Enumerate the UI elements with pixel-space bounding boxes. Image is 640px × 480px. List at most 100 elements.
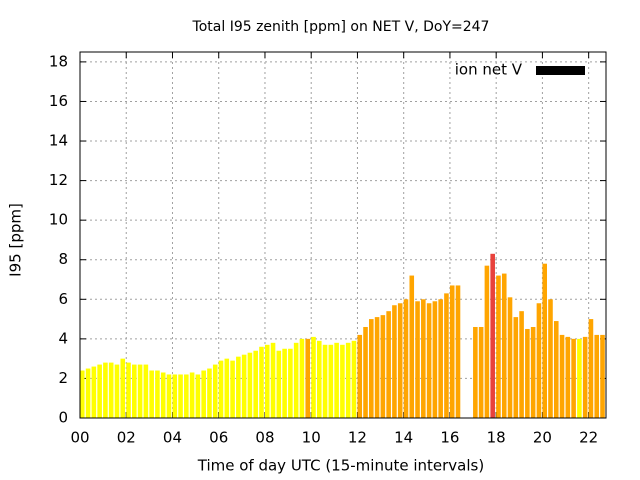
chart-title: Total I95 zenith [ppm] on NET V, DoY=247: [192, 19, 490, 35]
bar: [276, 350, 282, 418]
bar: [282, 348, 287, 418]
bar: [305, 338, 311, 418]
x-tick-label: 06: [209, 429, 228, 447]
y-tick-label: 8: [58, 250, 68, 268]
x-axis-label: Time of day UTC (15-minute intervals): [197, 457, 484, 475]
bar: [438, 299, 443, 418]
bar: [97, 364, 102, 418]
bar: [264, 344, 270, 418]
bar: [553, 321, 559, 418]
bar: [397, 303, 403, 418]
bar: [247, 352, 253, 418]
bar: [409, 275, 415, 418]
bar: [403, 299, 409, 418]
y-tick-label: 10: [49, 211, 68, 229]
bar: [137, 364, 143, 418]
bar: [513, 317, 519, 418]
y-tick-label: 2: [58, 369, 68, 387]
bar: [565, 336, 571, 418]
bar: [507, 297, 513, 418]
bar: [241, 354, 247, 418]
bar: [490, 253, 495, 418]
bar: [316, 340, 322, 418]
bar: [351, 340, 357, 418]
bar: [386, 311, 391, 418]
bar: [311, 336, 316, 418]
bar: [207, 368, 212, 418]
bar: [426, 303, 432, 418]
bar: [126, 362, 131, 418]
bar: [369, 319, 374, 418]
y-axis-label: I95 [ppm]: [7, 203, 25, 277]
bar: [363, 326, 368, 418]
bar: [236, 356, 241, 418]
bar: [582, 336, 588, 418]
bar: [501, 273, 507, 418]
x-tick-label: 14: [394, 429, 413, 447]
bar: [577, 338, 582, 418]
bar: [548, 299, 553, 418]
bar: [149, 370, 154, 418]
y-tick-label: 12: [49, 171, 68, 189]
bar: [600, 334, 605, 418]
bar: [588, 319, 594, 418]
bar: [571, 338, 576, 418]
bar: [444, 293, 449, 418]
bar: [259, 346, 264, 418]
x-tick-label: 10: [302, 429, 321, 447]
bar: [536, 303, 542, 418]
bar: [449, 285, 455, 418]
bar: [114, 364, 120, 418]
x-tick-label: 02: [117, 429, 136, 447]
bar: [392, 305, 397, 418]
plot-border: [79, 51, 607, 419]
bar: [421, 299, 426, 418]
bar: [455, 285, 461, 418]
y-tick-label: 18: [49, 52, 68, 70]
bar: [195, 374, 201, 418]
y-tick-label: 6: [58, 290, 68, 308]
y-tick-label: 16: [49, 92, 68, 110]
bar: [218, 360, 224, 418]
legend-swatch: [536, 66, 585, 75]
legend-label: ion net V: [455, 61, 523, 79]
bar: [478, 326, 484, 418]
bar: [80, 370, 85, 418]
y-tick-label: 4: [58, 329, 68, 347]
bar: [253, 350, 258, 418]
bar: [212, 364, 218, 418]
bar: [357, 334, 363, 418]
bar: [288, 348, 293, 418]
x-tick-label: 04: [163, 429, 182, 447]
bar: [91, 366, 97, 418]
y-tick-label: 14: [49, 132, 68, 150]
bar: [345, 342, 351, 418]
bar: [559, 334, 565, 418]
x-tick-label: 16: [440, 429, 459, 447]
y-tick-label: 0: [58, 409, 68, 427]
bar: [160, 372, 166, 418]
bar: [432, 301, 438, 418]
bar: [85, 368, 91, 418]
bar: [542, 263, 547, 418]
bar: [270, 342, 276, 418]
bar: [108, 362, 114, 418]
bar: [340, 344, 345, 418]
bar: [178, 374, 183, 418]
x-tick-label: 08: [255, 429, 274, 447]
bar: [496, 275, 501, 418]
bar: [380, 315, 386, 418]
bar: [299, 338, 305, 418]
bar: [120, 358, 126, 418]
bar: [184, 374, 189, 418]
x-tick-label: 12: [348, 429, 367, 447]
bar: [132, 364, 137, 418]
bar: [172, 374, 178, 418]
bar: [374, 317, 380, 418]
x-tick-label: 18: [487, 429, 506, 447]
bar: [519, 311, 524, 418]
bar: [143, 364, 149, 418]
bar: [594, 334, 600, 418]
bar: [166, 374, 172, 418]
